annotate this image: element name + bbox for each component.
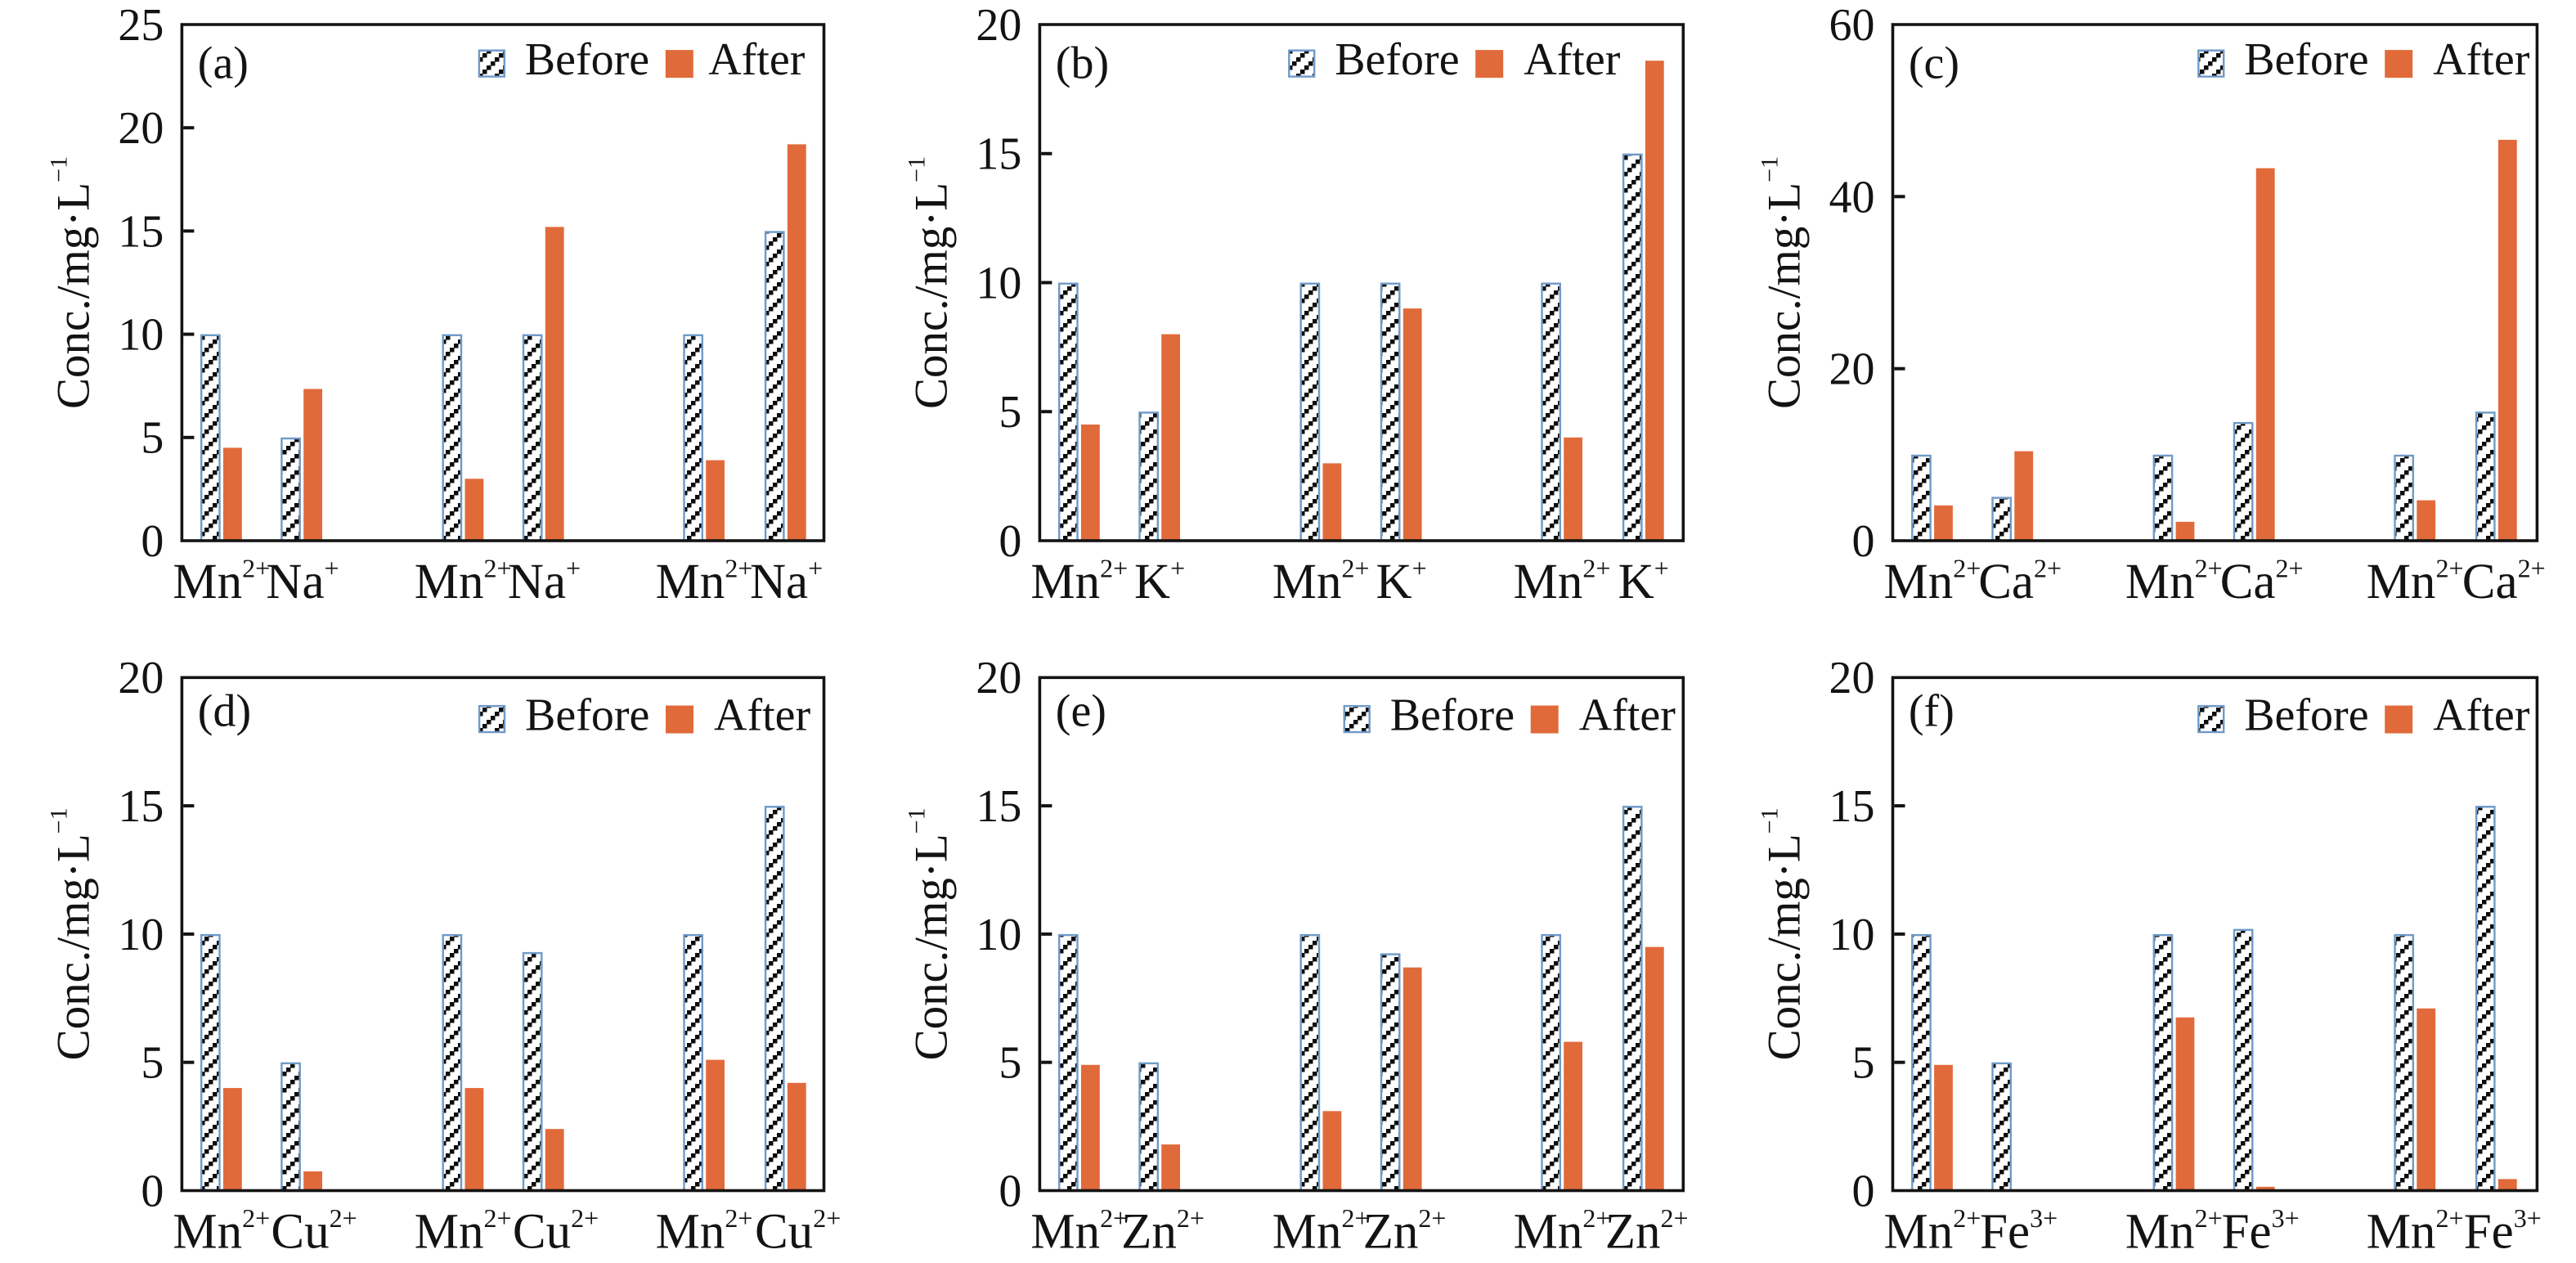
svg-text:10: 10: [118, 910, 164, 960]
svg-text:20: 20: [1829, 653, 1875, 703]
svg-text:Before: Before: [1335, 34, 1459, 85]
svg-text:Fe3+: Fe3+: [1980, 1203, 2058, 1259]
svg-text:15: 15: [976, 781, 1021, 832]
svg-text:Conc./mg·L−1: Conc./mg·L−1: [45, 807, 99, 1060]
svg-text:0: 0: [141, 1166, 164, 1216]
svg-text:Before: Before: [1390, 690, 1515, 740]
svg-text:0: 0: [999, 1166, 1021, 1216]
svg-text:(e): (e): [1056, 686, 1106, 737]
svg-text:10: 10: [118, 310, 164, 361]
svg-text:25: 25: [118, 0, 164, 51]
svg-text:5: 5: [141, 413, 164, 464]
svg-text:After: After: [714, 690, 811, 740]
svg-text:5: 5: [1852, 1038, 1875, 1089]
svg-text:Na+: Na+: [266, 554, 339, 610]
svg-text:Conc./mg·L−1: Conc./mg·L−1: [1757, 807, 1811, 1060]
svg-text:(d): (d): [198, 686, 251, 737]
svg-text:After: After: [2433, 690, 2530, 740]
svg-text:5: 5: [999, 1038, 1021, 1089]
svg-text:After: After: [708, 34, 806, 85]
svg-text:Before: Before: [525, 34, 649, 85]
svg-text:20: 20: [1829, 344, 1875, 395]
svg-text:(f): (f): [1909, 686, 1954, 737]
svg-text:After: After: [1579, 690, 1676, 740]
svg-text:0: 0: [141, 516, 164, 567]
svg-text:(a): (a): [198, 38, 249, 89]
svg-text:20: 20: [118, 653, 164, 703]
svg-text:15: 15: [118, 781, 164, 832]
svg-text:Mn2+: Mn2+: [2367, 1203, 2464, 1259]
svg-text:Conc./mg·L−1: Conc./mg·L−1: [45, 156, 99, 409]
svg-text:0: 0: [1852, 1166, 1875, 1216]
svg-text:15: 15: [976, 129, 1021, 180]
svg-text:10: 10: [976, 258, 1021, 308]
svg-text:15: 15: [1829, 781, 1875, 832]
svg-text:Before: Before: [2244, 690, 2368, 740]
svg-text:Conc./mg·L−1: Conc./mg·L−1: [903, 807, 957, 1060]
svg-text:60: 60: [1829, 0, 1875, 51]
svg-text:40: 40: [1829, 172, 1875, 222]
svg-text:Before: Before: [525, 690, 649, 740]
svg-text:Before: Before: [2244, 34, 2368, 85]
svg-text:5: 5: [141, 1038, 164, 1089]
svg-text:20: 20: [976, 0, 1021, 51]
svg-text:15: 15: [118, 206, 164, 257]
svg-text:(b): (b): [1056, 38, 1109, 89]
svg-text:(c): (c): [1909, 38, 1959, 89]
svg-text:0: 0: [999, 516, 1021, 567]
svg-text:10: 10: [976, 910, 1021, 960]
svg-text:Mn2+: Mn2+: [415, 1203, 512, 1259]
svg-text:0: 0: [1852, 516, 1875, 567]
svg-text:20: 20: [976, 653, 1021, 703]
svg-text:After: After: [1524, 34, 1621, 85]
svg-text:Mn2+: Mn2+: [1030, 1203, 1128, 1259]
svg-text:Conc./mg·L−1: Conc./mg·L−1: [903, 156, 957, 409]
svg-text:After: After: [2433, 34, 2530, 85]
svg-text:20: 20: [118, 103, 164, 154]
svg-text:Conc./mg·L−1: Conc./mg·L−1: [1757, 156, 1811, 409]
svg-text:Zn2+: Zn2+: [1363, 1203, 1447, 1259]
svg-text:Na+: Na+: [508, 554, 581, 610]
svg-text:10: 10: [1829, 910, 1875, 960]
svg-text:5: 5: [999, 387, 1021, 438]
